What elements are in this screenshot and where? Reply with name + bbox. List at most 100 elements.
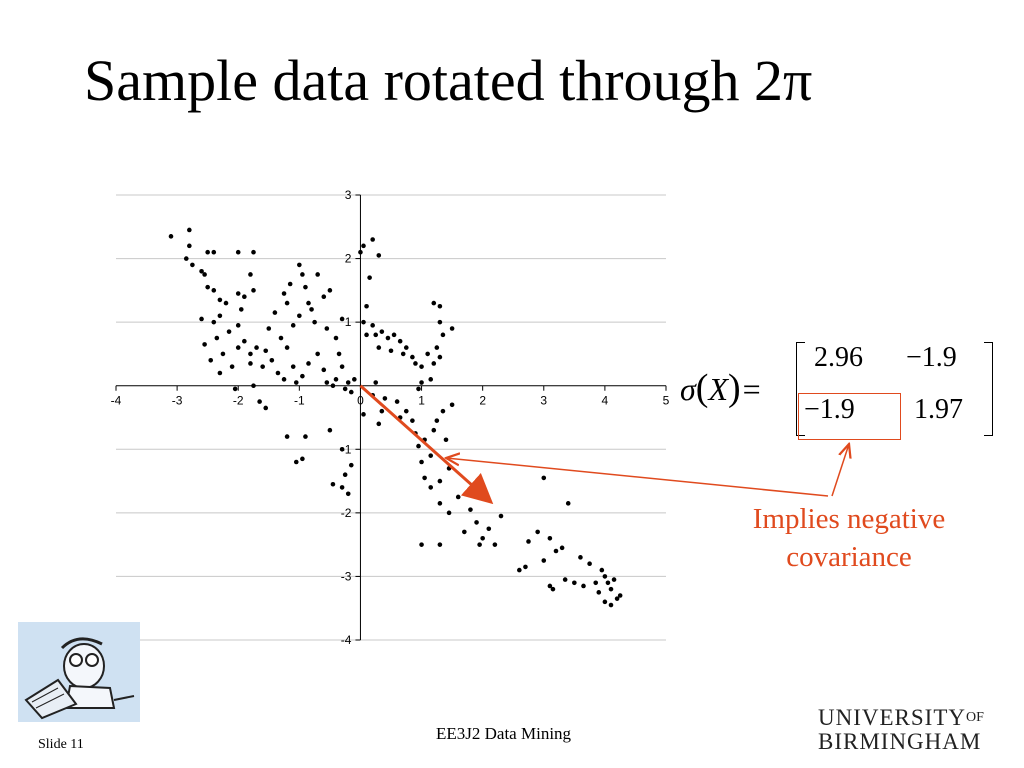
data-point [223, 300, 229, 306]
data-point [526, 539, 531, 544]
data-point [345, 380, 351, 385]
data-point [379, 329, 385, 334]
data-point [352, 377, 357, 382]
data-point [428, 485, 434, 490]
data-point [379, 408, 385, 414]
y-tick-label: -4 [341, 633, 352, 647]
data-point [342, 386, 348, 392]
data-point [339, 485, 345, 490]
data-point [370, 323, 375, 328]
data-point [229, 364, 235, 369]
data-point [413, 361, 418, 366]
data-point [190, 262, 195, 268]
data-point [217, 313, 223, 319]
x-tick-label: 4 [602, 394, 609, 408]
data-point [284, 345, 290, 350]
sigma-symbol: σ [680, 371, 696, 407]
data-point [211, 249, 217, 255]
data-point [446, 510, 452, 516]
data-point [297, 313, 302, 319]
data-point [541, 558, 547, 563]
x-tick-label: -3 [172, 394, 183, 408]
data-point [468, 507, 473, 512]
data-point [400, 351, 406, 357]
data-point [364, 332, 369, 338]
data-point [361, 319, 366, 325]
data-point [437, 542, 443, 547]
data-point [416, 443, 421, 449]
data-point [431, 427, 437, 433]
data-point [572, 580, 577, 586]
data-point [611, 577, 617, 582]
data-point [306, 300, 311, 306]
y-tick-label: 1 [345, 315, 352, 329]
data-point [437, 501, 443, 506]
data-point [168, 234, 174, 239]
data-point [361, 412, 366, 417]
data-point [248, 351, 253, 357]
x-tick-label: -4 [111, 394, 122, 408]
data-point [333, 377, 339, 382]
data-point [220, 351, 226, 357]
right-paren: ) [727, 367, 741, 409]
data-point [315, 272, 320, 277]
data-point [358, 249, 363, 255]
data-point [449, 326, 455, 331]
data-point [440, 332, 446, 338]
data-point [254, 345, 259, 350]
data-point [217, 370, 223, 376]
matrix-cell-a12: −1.9 [906, 342, 957, 373]
data-point [391, 332, 397, 338]
data-point [324, 326, 330, 331]
data-point [410, 418, 415, 423]
data-point [416, 386, 421, 392]
university-logo: UNIVERSITYOF BIRMINGHAM [818, 706, 984, 754]
data-point [397, 338, 403, 344]
annotation-line-1: Implies negative [752, 503, 946, 535]
data-point [376, 345, 382, 350]
data-point [517, 567, 522, 573]
x-tick-label: 3 [540, 394, 547, 408]
x-tick-label: -2 [233, 394, 244, 408]
data-point [394, 399, 400, 404]
data-point [321, 294, 327, 300]
data-point [211, 288, 217, 293]
data-point [312, 319, 317, 325]
data-point [235, 291, 241, 296]
data-point [300, 272, 305, 277]
data-point [364, 303, 369, 309]
data-point [281, 291, 287, 296]
data-point [437, 478, 443, 484]
annotation-text: Implies negative covariance [724, 500, 974, 576]
data-point [547, 535, 553, 541]
data-point [303, 434, 308, 439]
data-point [605, 580, 611, 586]
data-point [333, 335, 339, 341]
data-point [428, 453, 434, 458]
annotation-pointer-to-matrix [831, 444, 849, 497]
data-point [486, 526, 492, 532]
data-point [272, 310, 278, 315]
data-point [293, 380, 299, 385]
data-point [187, 227, 192, 233]
footer-course-title: EE3J2 Data Mining [436, 724, 572, 743]
data-point [614, 596, 620, 601]
data-point [235, 345, 241, 350]
data-point [602, 599, 608, 605]
data-point [425, 351, 430, 357]
data-point [477, 542, 482, 547]
x-tick-label: -1 [294, 394, 305, 408]
slide-number: Slide 11 [38, 737, 84, 752]
data-point [419, 364, 424, 369]
data-point [297, 262, 302, 268]
data-point [342, 472, 348, 478]
data-point [214, 335, 220, 341]
data-point [462, 529, 467, 535]
data-point [578, 555, 583, 560]
y-tick-label: -3 [341, 569, 352, 583]
data-point [388, 348, 394, 354]
y-tick-label: -2 [341, 506, 352, 520]
data-point [330, 481, 336, 487]
data-point [367, 275, 372, 280]
data-point [321, 367, 327, 373]
